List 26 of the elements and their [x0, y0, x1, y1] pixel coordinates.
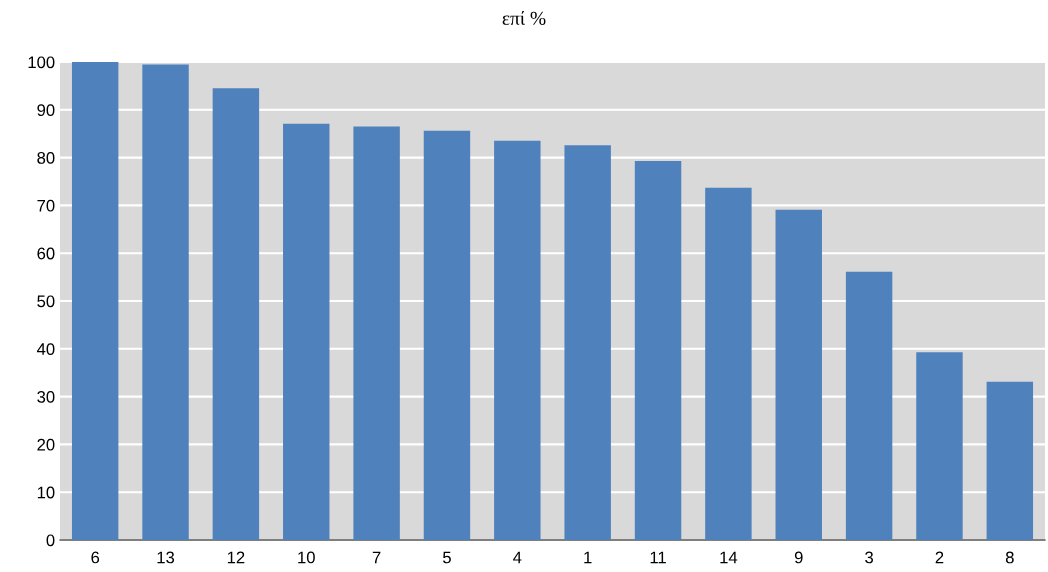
x-tick-label: 9 — [794, 551, 803, 564]
x-tick-label: 10 — [298, 551, 315, 564]
y-tick-label: 30 — [37, 391, 55, 403]
y-tick-label: 40 — [36, 343, 55, 355]
y-tick-label: 70 — [37, 199, 55, 212]
x-tick-label: 7 — [372, 551, 381, 564]
y-tick-label: 10 — [37, 486, 55, 499]
y-tick-label: 80 — [37, 152, 55, 164]
x-tick-label: 12 — [227, 551, 245, 564]
y-tick-label: 90 — [37, 104, 55, 116]
y-tick-label: 50 — [37, 295, 55, 308]
x-tick-label: 8 — [1005, 551, 1014, 564]
chart-title: επί % — [502, 10, 546, 25]
x-tick-label: 14 — [720, 551, 738, 564]
x-tick-label: 2 — [935, 551, 944, 564]
x-tick-label: 4 — [513, 551, 522, 564]
y-tick-label: 0 — [46, 534, 55, 547]
y-tick-label: 20 — [37, 438, 55, 451]
x-tick-label: 13 — [157, 551, 175, 564]
x-tick-label: 3 — [865, 551, 874, 564]
x-tick-label: 1 — [584, 551, 592, 564]
y-tick-label: 100 — [28, 56, 55, 69]
y-tick-label: 60 — [37, 247, 55, 260]
x-tick-label: 5 — [443, 551, 451, 564]
x-tick-label: 6 — [91, 551, 100, 564]
x-tick-label: 11 — [650, 551, 666, 564]
